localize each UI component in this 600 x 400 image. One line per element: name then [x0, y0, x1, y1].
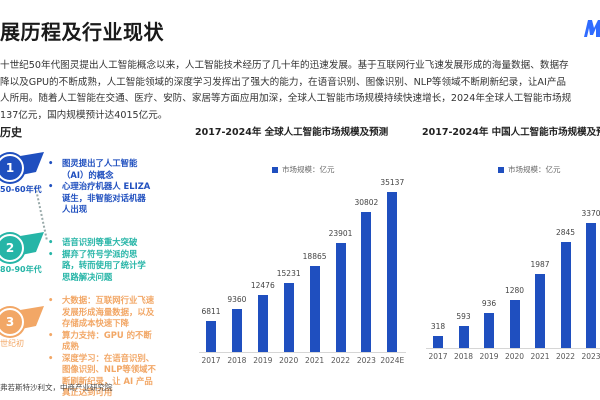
bar-2017 [206, 320, 216, 352]
x-tick-label: 2017 [201, 356, 221, 365]
bar-value-label: 318 [430, 322, 446, 332]
source-note: 弗若斯特沙利文，中商产业研究院 [0, 383, 113, 392]
bar-2018 [458, 325, 469, 348]
china-chart-legend: 市场规模：亿元 [498, 164, 561, 175]
intro-line: 降以及GPU的不断成熟，人工智能领域的深度学习发挥出了强大的能力，在语音识别、图… [0, 76, 567, 88]
china-chart-title: 2017-2024年 中国人工智能市场规模及预测 [422, 127, 600, 138]
x-tick-label: 2019 [479, 352, 499, 361]
bar-value-label: 6811 [201, 306, 221, 316]
bar-value-label: 30802 [354, 197, 379, 207]
bar-2022 [560, 242, 571, 348]
bar-value-label: 18865 [302, 252, 327, 262]
x-tick-label: 2022 [555, 352, 576, 361]
bar-value-label: 35137 [380, 177, 405, 187]
era-label: 80-90年代 [0, 265, 42, 274]
bar-value-label: 3370 [581, 208, 600, 218]
bar-2019 [257, 295, 268, 352]
era-1-bullets: 图灵提出了人工智能（AI）的概念 心理治疗机器人 ELIZA 诞生，非智能对话机… [48, 158, 153, 216]
bar-value-label: 23901 [328, 229, 353, 239]
era-number-badge: 3 [0, 308, 24, 336]
x-axis-line [199, 352, 407, 353]
bar-2022 [335, 243, 346, 352]
bar-value-label: 1280 [504, 286, 525, 296]
intro-paragraph: 十世纪50年代图灵提出人工智能概念以来，人工智能技术经历了几十年的迅速发展。基于… [0, 58, 600, 124]
x-tick-label: 2022 [330, 356, 351, 365]
bullet-item: 算力支持：GPU 的不断成熟 [48, 330, 158, 353]
bar-value-label: 9360 [227, 295, 247, 305]
era-2-bullets: 语音识别等重大突破 摒弃了符号学派的思路，转而使用了统计学思路解决问题 [48, 237, 153, 283]
era-label: 世纪初 [0, 339, 24, 348]
bar-value-label: 15231 [276, 268, 301, 278]
era-label: 50-60年代 [0, 185, 42, 194]
history-title: 历史 [0, 126, 22, 139]
x-tick-label: 2020 [279, 356, 299, 365]
global-chart-legend: 市场规模：亿元 [272, 164, 335, 175]
bar-2019 [484, 313, 494, 348]
intro-line: 十世纪50年代图灵提出人工智能概念以来，人工智能技术经历了几十年的迅速发展。基于… [0, 60, 569, 71]
bar-value-label: 593 [456, 311, 471, 321]
global-chart-title: 2017-2024年 全球人工智能市场规模及预测 [195, 127, 389, 138]
bar-2020 [283, 282, 294, 352]
era-number-badge: 1 [0, 154, 24, 182]
bar-value-label: 1987 [530, 260, 550, 270]
bar-2020 [509, 300, 520, 348]
bar-2024E [387, 191, 398, 352]
x-tick-label: 2021 [305, 356, 325, 365]
x-tick-label: 2023 [581, 352, 600, 361]
x-tick-label: 2017 [428, 352, 448, 361]
x-tick-label: 2018 [227, 356, 247, 365]
bar-value-label: 12476 [250, 281, 275, 291]
bar-2023 [586, 222, 596, 348]
page-title: 展历程及行业现状 [0, 20, 164, 44]
legend-swatch [272, 167, 278, 173]
bullet-item: 心理治疗机器人 ELIZA 诞生，非智能对话机器人出现 [48, 181, 153, 216]
bullet-item: 深度学习：在语音识别、图像识别、NLP等领域不断刷新纪录，让 AI 产品真正达到… [48, 353, 158, 399]
x-tick-label: 2019 [253, 356, 273, 365]
bullet-item: 摒弃了符号学派的思路，转而使用了统计学思路解决问题 [48, 249, 153, 284]
era-3-bullets: 大数据：互联网行业飞速发展形成海量数据，以及存储成本快速下降 算力支持：GPU … [48, 295, 158, 399]
x-tick-label: 2018 [453, 352, 474, 361]
bar-2018 [231, 309, 242, 352]
x-tick-label: 2024E [380, 356, 405, 365]
intro-line: 人所用。随着人工智能在交通、医疗、安防、家居等方面应用加深，全球人工智能市场规模… [0, 93, 572, 104]
x-tick-label: 2023 [356, 356, 376, 365]
bar-2021 [309, 266, 320, 352]
x-axis-line [426, 348, 600, 349]
brand-logo-icon [584, 20, 600, 37]
x-tick-label: 2021 [530, 352, 550, 361]
bar-2023 [361, 211, 372, 352]
x-tick-label: 2020 [504, 352, 525, 361]
bar-2021 [535, 274, 545, 348]
bar-value-label: 2845 [555, 228, 576, 238]
era-number-badge: 2 [0, 234, 24, 262]
bar-2017 [433, 336, 443, 348]
legend-swatch [498, 167, 504, 173]
bar-value-label: 936 [481, 299, 497, 309]
intro-line: 137亿元，国内规模预计达4015亿元。 [0, 109, 168, 121]
bullet-item: 语音识别等重大突破 [48, 237, 153, 249]
bullet-item: 大数据：互联网行业飞速发展形成海量数据，以及存储成本快速下降 [48, 295, 158, 330]
bullet-item: 图灵提出了人工智能（AI）的概念 [48, 158, 153, 181]
